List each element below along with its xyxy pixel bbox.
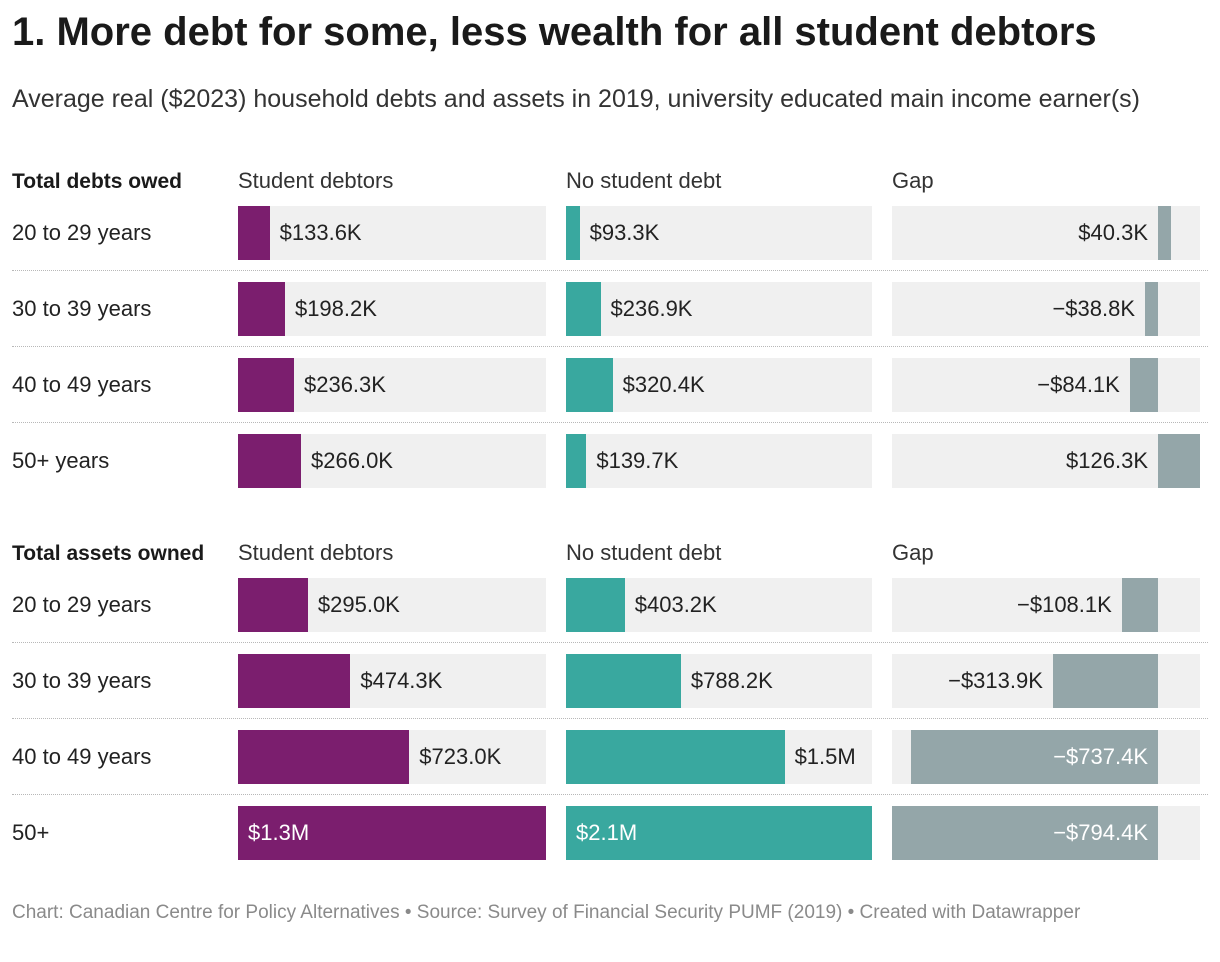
value-label: $295.0K xyxy=(317,592,400,617)
section-label: Total debts owed xyxy=(12,170,182,193)
row-label: 20 to 29 years xyxy=(12,220,152,245)
bar xyxy=(566,654,681,708)
value-label: $93.3K xyxy=(589,220,660,245)
value-label: $788.2K xyxy=(690,668,773,693)
bar xyxy=(566,282,601,336)
bar-track: $1.5M xyxy=(566,730,872,784)
bar-track: $236.3K xyxy=(238,358,546,412)
row-separator xyxy=(12,642,1208,643)
value-label: $403.2K xyxy=(634,592,717,617)
value-label: −$313.9K xyxy=(948,668,1043,693)
value-label: $2.1M xyxy=(576,820,638,845)
bar-track: $198.2K xyxy=(238,282,546,336)
bar xyxy=(238,358,294,412)
bar xyxy=(238,806,546,860)
bar xyxy=(911,730,1158,784)
value-label: $1.5M xyxy=(794,744,856,769)
chart-footer: Chart: Canadian Centre for Policy Altern… xyxy=(12,902,1081,923)
bar-track: $40.3K xyxy=(892,206,1200,260)
row-separator xyxy=(12,794,1208,795)
bar-track: $93.3K xyxy=(566,206,872,260)
bar xyxy=(238,578,308,632)
bar-track: $320.4K xyxy=(566,358,872,412)
value-label: $236.3K xyxy=(303,372,386,397)
bar xyxy=(238,654,351,708)
bar-track: $126.3K xyxy=(892,434,1201,488)
row-separator xyxy=(12,346,1208,347)
bar xyxy=(566,434,587,488)
bar-track: −$108.1K xyxy=(892,578,1200,632)
bar xyxy=(1129,358,1158,412)
bar-track: −$737.4K xyxy=(892,730,1200,784)
bar-track: $723.0K xyxy=(238,730,546,784)
value-label: $40.3K xyxy=(1078,220,1148,245)
bar xyxy=(566,806,872,860)
chart-title: 1. More debt for some, less wealth for a… xyxy=(12,10,1097,54)
bar xyxy=(1158,434,1201,488)
bar xyxy=(892,806,1158,860)
row-label: 30 to 39 years xyxy=(12,296,152,321)
value-label: $133.6K xyxy=(279,220,362,245)
bar-track: −$38.8K xyxy=(892,282,1200,336)
value-label: −$794.4K xyxy=(1053,820,1148,845)
column-header: Gap xyxy=(892,168,934,193)
row-label: 40 to 49 years xyxy=(12,744,152,769)
bar xyxy=(238,206,270,260)
section-label: Total assets owned xyxy=(12,542,205,565)
value-label: $198.2K xyxy=(294,296,377,321)
bar-track: $474.3K xyxy=(238,654,546,708)
bar xyxy=(238,282,285,336)
value-label: $723.0K xyxy=(419,744,502,769)
bar xyxy=(566,206,580,260)
value-label: −$108.1K xyxy=(1017,592,1112,617)
value-label: −$737.4K xyxy=(1053,744,1148,769)
row-separator xyxy=(12,270,1208,271)
column-header: No student debt xyxy=(566,540,722,565)
row-label: 20 to 29 years xyxy=(12,592,152,617)
bar-track: $133.6K xyxy=(238,206,546,260)
bar-track: $403.2K xyxy=(566,578,872,632)
bar xyxy=(238,730,410,784)
bar-track: $788.2K xyxy=(566,654,872,708)
bar-track: $2.1M xyxy=(566,806,872,860)
bar-track: $139.7K xyxy=(566,434,872,488)
value-label: $474.3K xyxy=(360,668,443,693)
column-header: Student debtors xyxy=(238,168,394,193)
value-label: $320.4K xyxy=(622,372,705,397)
bar-track: $295.0K xyxy=(238,578,546,632)
bar xyxy=(566,358,613,412)
column-header: Student debtors xyxy=(238,540,394,565)
value-label: −$38.8K xyxy=(1052,296,1136,321)
bar xyxy=(1121,578,1158,632)
bar-track: −$84.1K xyxy=(892,358,1200,412)
chart-subtitle: Average real ($2023) household debts and… xyxy=(12,85,1140,113)
bar-track: $266.0K xyxy=(238,434,546,488)
value-label: $1.3M xyxy=(248,820,310,845)
row-separator xyxy=(12,718,1208,719)
bar xyxy=(566,730,785,784)
bar xyxy=(566,578,625,632)
bar-track: $1.3M xyxy=(238,806,546,860)
row-label: 50+ years xyxy=(12,448,110,473)
row-label: 40 to 49 years xyxy=(12,372,152,397)
value-label: $139.7K xyxy=(596,448,679,473)
row-label: 50+ xyxy=(12,820,50,845)
value-label: −$84.1K xyxy=(1037,372,1120,397)
column-header: No student debt xyxy=(566,168,722,193)
bar-track: −$794.4K xyxy=(892,806,1200,860)
bar xyxy=(238,434,302,488)
value-label: $126.3K xyxy=(1066,448,1148,473)
value-label: $236.9K xyxy=(610,296,693,321)
column-header: Gap xyxy=(892,540,934,565)
row-separator xyxy=(12,422,1208,423)
bar-track: −$313.9K xyxy=(892,654,1200,708)
bar xyxy=(1158,206,1172,260)
bar-track: $236.9K xyxy=(566,282,872,336)
bar xyxy=(1145,282,1158,336)
value-label: $266.0K xyxy=(311,448,393,473)
bar xyxy=(1052,654,1158,708)
row-label: 30 to 39 years xyxy=(12,668,152,693)
